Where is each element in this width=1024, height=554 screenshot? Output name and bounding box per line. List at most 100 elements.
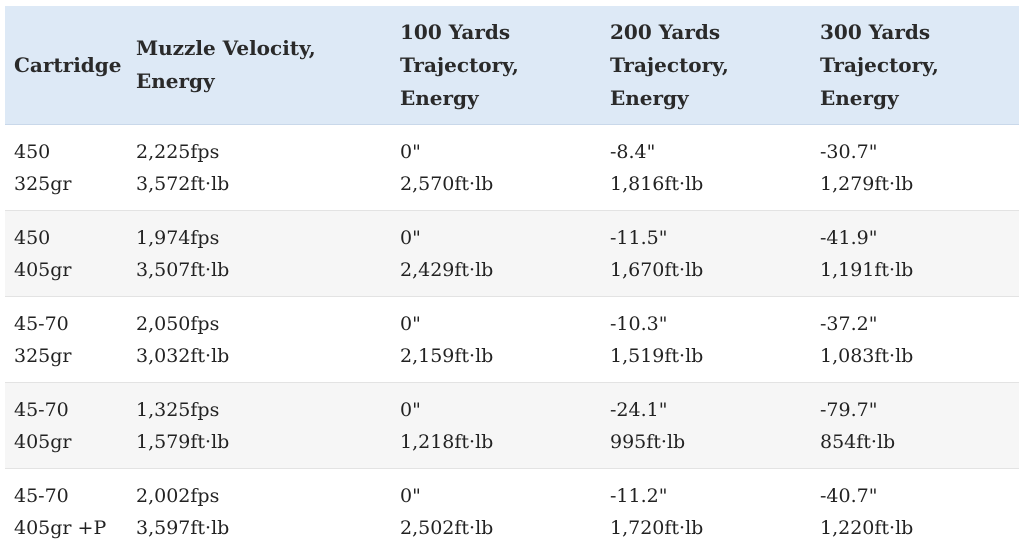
table-header: Cartridge Muzzle Velocity, Energy 100 Ya… — [5, 6, 1019, 125]
cell-line: 450 — [14, 226, 51, 249]
cell-line: 2,002fps — [136, 484, 220, 507]
cell-line: 45-70 — [14, 398, 69, 421]
cell-line: 1,220ft·lb — [820, 516, 914, 539]
cell-line: 1,191ft·lb — [820, 258, 914, 281]
header-200-yards: 200 Yards Trajectory, Energy — [601, 6, 811, 125]
header-line: Energy — [820, 85, 899, 110]
cell-muzzle-velocity: 2,225fps 3,572ft·lb — [127, 124, 391, 211]
cell-cartridge: 450 325gr — [5, 124, 127, 211]
header-line: 300 Yards — [820, 19, 931, 44]
cell-line: 1,325fps — [136, 398, 220, 421]
table-row: 45-70 325gr 2,050fps 3,032ft·lb 0" 2,159ft·lb… — [5, 296, 1019, 383]
cell-line: 405gr +P — [14, 516, 107, 539]
header-row: Cartridge Muzzle Velocity, Energy 100 Ya… — [5, 6, 1019, 125]
header-line: Cartridge — [14, 52, 122, 77]
cell-200-yards: -11.5" 1,670ft·lb — [601, 210, 811, 297]
cell-200-yards: -11.2" 1,720ft·lb — [601, 468, 811, 554]
cell-line: -11.2" — [610, 484, 668, 507]
cell-line: 0" — [400, 226, 421, 249]
header-300-yards: 300 Yards Trajectory, Energy — [811, 6, 1019, 125]
header-line: Energy — [400, 85, 479, 110]
cell-100-yards: 0" 2,570ft·lb — [391, 124, 601, 211]
cell-line: 325gr — [14, 172, 72, 195]
cell-line: 405gr — [14, 430, 72, 453]
cell-line: 1,083ft·lb — [820, 344, 914, 367]
cell-line: 325gr — [14, 344, 72, 367]
cell-cartridge: 450 405gr — [5, 210, 127, 297]
cell-line: 45-70 — [14, 484, 69, 507]
cell-300-yards: -41.9" 1,191ft·lb — [811, 210, 1019, 297]
table-row: 45-70 405gr 1,325fps 1,579ft·lb 0" 1,218ft·lb… — [5, 382, 1019, 469]
cell-line: 3,032ft·lb — [136, 344, 230, 367]
cell-100-yards: 0" 2,502ft·lb — [391, 468, 601, 554]
cell-line: 1,816ft·lb — [610, 172, 704, 195]
cell-line: 1,670ft·lb — [610, 258, 704, 281]
header-cartridge: Cartridge — [5, 6, 127, 125]
cell-line: -8.4" — [610, 140, 656, 163]
cell-line: -30.7" — [820, 140, 878, 163]
header-line: Trajectory, — [610, 52, 729, 77]
cell-line: 1,218ft·lb — [400, 430, 494, 453]
cell-200-yards: -10.3" 1,519ft·lb — [601, 296, 811, 383]
cell-line: 3,572ft·lb — [136, 172, 230, 195]
cell-200-yards: -24.1" 995ft·lb — [601, 382, 811, 469]
cell-cartridge: 45-70 405gr +P — [5, 468, 127, 554]
cell-line: -79.7" — [820, 398, 878, 421]
header-line: 200 Yards — [610, 19, 721, 44]
header-line: Muzzle Velocity, — [136, 36, 316, 60]
cell-line: -40.7" — [820, 484, 878, 507]
table-row: 45-70 405gr +P 2,002fps 3,597ft·lb 0" 2,502ft… — [5, 468, 1019, 554]
header-100-yards: 100 Yards Trajectory, Energy — [391, 6, 601, 125]
cell-line: 2,570ft·lb — [400, 172, 494, 195]
header-muzzle-velocity: Muzzle Velocity, Energy — [127, 6, 391, 125]
cell-line: 0" — [400, 312, 421, 335]
cell-line: 3,597ft·lb — [136, 516, 230, 539]
cell-line: 0" — [400, 484, 421, 507]
cell-100-yards: 0" 2,429ft·lb — [391, 210, 601, 297]
cell-300-yards: -37.2" 1,083ft·lb — [811, 296, 1019, 383]
cell-line: 0" — [400, 398, 421, 421]
table-row: 450 325gr 2,225fps 3,572ft·lb 0" 2,570ft·lb -8… — [5, 124, 1019, 211]
cell-200-yards: -8.4" 1,816ft·lb — [601, 124, 811, 211]
table-body: 450 325gr 2,225fps 3,572ft·lb 0" 2,570ft·lb -8… — [5, 124, 1019, 554]
header-line: 100 Yards — [400, 19, 511, 44]
cell-line: 995ft·lb — [610, 430, 686, 453]
header-line: Trajectory, — [820, 52, 939, 77]
cell-line: 0" — [400, 140, 421, 163]
cell-line: 3,507ft·lb — [136, 258, 230, 281]
cell-line: -37.2" — [820, 312, 878, 335]
cell-300-yards: -79.7" 854ft·lb — [811, 382, 1019, 469]
cell-muzzle-velocity: 1,974fps 3,507ft·lb — [127, 210, 391, 297]
cell-line: 1,579ft·lb — [136, 430, 230, 453]
cell-100-yards: 0" 1,218ft·lb — [391, 382, 601, 469]
cell-line: 2,225fps — [136, 140, 220, 163]
header-line: Trajectory, — [400, 52, 519, 77]
cell-line: 1,974fps — [136, 226, 220, 249]
cell-cartridge: 45-70 325gr — [5, 296, 127, 383]
cell-line: -41.9" — [820, 226, 878, 249]
cell-muzzle-velocity: 2,050fps 3,032ft·lb — [127, 296, 391, 383]
cell-300-yards: -30.7" 1,279ft·lb — [811, 124, 1019, 211]
cell-line: 854ft·lb — [820, 430, 896, 453]
cell-line: 45-70 — [14, 312, 69, 335]
cell-line: 2,429ft·lb — [400, 258, 494, 281]
cell-line: 450 — [14, 140, 51, 163]
cell-line: -10.3" — [610, 312, 668, 335]
ballistics-table: Cartridge Muzzle Velocity, Energy 100 Ya… — [5, 6, 1019, 554]
cell-line: 2,159ft·lb — [400, 344, 494, 367]
cell-line: 1,279ft·lb — [820, 172, 914, 195]
cell-muzzle-velocity: 1,325fps 1,579ft·lb — [127, 382, 391, 469]
cell-line: 405gr — [14, 258, 72, 281]
header-line: Energy — [610, 85, 689, 110]
cell-muzzle-velocity: 2,002fps 3,597ft·lb — [127, 468, 391, 554]
cell-cartridge: 45-70 405gr — [5, 382, 127, 469]
cell-line: -11.5" — [610, 226, 668, 249]
cell-100-yards: 0" 2,159ft·lb — [391, 296, 601, 383]
cell-line: 2,502ft·lb — [400, 516, 494, 539]
cell-line: -24.1" — [610, 398, 668, 421]
cell-line: 1,720ft·lb — [610, 516, 704, 539]
header-line: Energy — [136, 69, 215, 93]
cell-line: 1,519ft·lb — [610, 344, 704, 367]
cell-line: 2,050fps — [136, 312, 220, 335]
